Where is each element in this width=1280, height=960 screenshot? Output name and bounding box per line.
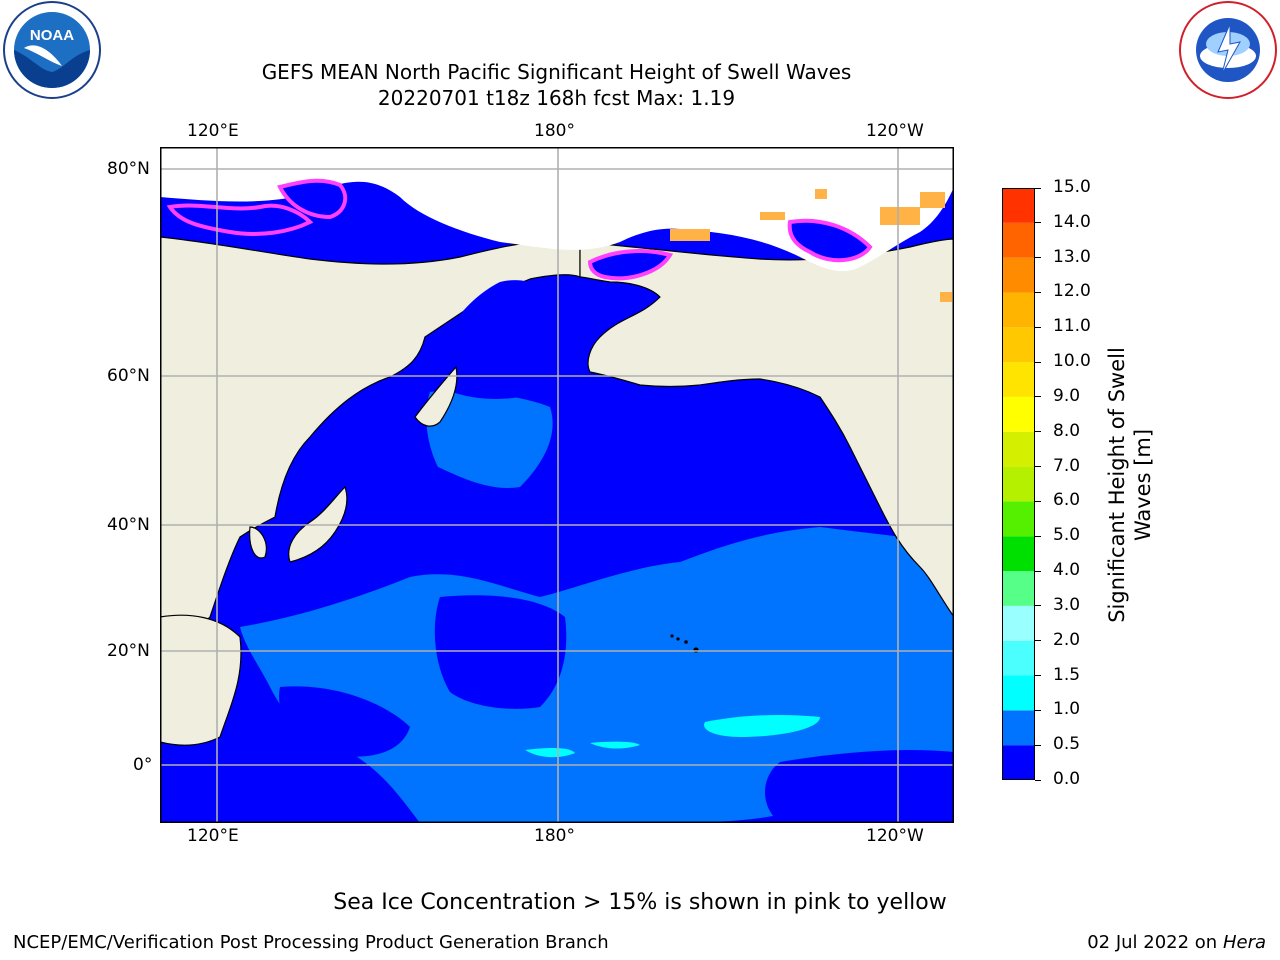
- colorbar-segment: [1002, 327, 1035, 363]
- colorbar-tick-mark: [1035, 779, 1041, 781]
- colorbar-tick-mark: [1035, 326, 1041, 328]
- colorbar: [1002, 188, 1035, 780]
- colorbar-segment: [1002, 257, 1035, 293]
- colorbar-tick-mark: [1035, 187, 1041, 189]
- lat-tick-60n: 60°N: [107, 366, 150, 386]
- colorbar-tick-label: 3.0: [1053, 594, 1081, 615]
- lat-tick-40n: 40°N: [107, 515, 150, 535]
- colorbar-tick-label: 12.0: [1053, 281, 1091, 302]
- colorbar-segment: [1002, 536, 1035, 572]
- colorbar-tick-mark: [1035, 222, 1041, 224]
- colorbar-segment: [1002, 571, 1035, 606]
- swell-0.5-1.0-region: [240, 390, 954, 823]
- colorbar-tick-label: 0.0: [1053, 769, 1081, 789]
- colorbar-segment: [1002, 362, 1035, 397]
- colorbar-segment: [1002, 292, 1035, 328]
- colorbar-tick-mark: [1035, 466, 1041, 468]
- land-asia: [159, 236, 581, 746]
- colorbar-segment: [1002, 188, 1035, 223]
- colorbar-tick-mark: [1035, 291, 1041, 293]
- colorbar-tick-label: 10.0: [1053, 351, 1091, 372]
- graticule: [160, 147, 954, 823]
- chart-title: GEFS MEAN North Pacific Significant Heig…: [261, 60, 852, 84]
- map-frame: [160, 147, 954, 823]
- colorbar-tick-label: 1.5: [1053, 664, 1081, 685]
- chart-subtitle: 20220701 t18z 168h fcst Max: 1.19: [377, 86, 736, 110]
- colorbar-tick-mark: [1035, 257, 1041, 259]
- colorbar-tick-label: 11.0: [1053, 316, 1091, 337]
- colorbar-tick-mark: [1035, 500, 1041, 502]
- bottom-lon-tick-180: 180°: [534, 826, 575, 846]
- lat-tick-80n: 80°N: [107, 159, 150, 179]
- colorbar-segment: [1002, 431, 1035, 467]
- colorbar-segment: [1002, 675, 1035, 711]
- colorbar-tick-label: 15.0: [1053, 177, 1091, 197]
- colorbar-segment: [1002, 466, 1035, 502]
- sea-ice-note: Sea Ice Concentration > 15% is shown in …: [333, 890, 947, 915]
- colorbar-tick-label: 14.0: [1053, 211, 1091, 232]
- colorbar-tick-mark: [1035, 431, 1041, 433]
- colorbar-segment: [1002, 745, 1035, 780]
- land-siberia-kamchatka: [414, 280, 567, 427]
- colorbar-tick-label: 4.0: [1053, 560, 1081, 581]
- colorbar-segment: [1002, 222, 1035, 258]
- land-north-america: [579, 238, 955, 619]
- colorbar-tick-mark: [1035, 570, 1041, 572]
- top-lon-tick-120w: 120°W: [866, 121, 924, 141]
- colorbar-segment: [1002, 605, 1035, 641]
- colorbar-segment: [1002, 396, 1035, 432]
- colorbar-tick-label: 1.0: [1053, 699, 1081, 720]
- footer-date: 02 Jul 2022 on Hera: [1087, 932, 1266, 953]
- top-lon-tick-180: 180°: [534, 121, 575, 141]
- colorbar-segment: [1002, 501, 1035, 537]
- colorbar-tick-mark: [1035, 709, 1041, 711]
- colorbar-tick-mark: [1035, 361, 1041, 363]
- colorbar-tick-label: 13.0: [1053, 246, 1091, 267]
- colorbar-frame: [1002, 188, 1035, 780]
- lat-tick-20n: 20°N: [107, 641, 150, 661]
- top-lon-tick-120e: 120°E: [187, 121, 239, 141]
- arctic-sea-ice: [160, 147, 954, 302]
- colorbar-tick-mark: [1035, 675, 1041, 677]
- bottom-lon-tick-120w: 120°W: [866, 826, 924, 846]
- colorbar-tick-mark: [1035, 396, 1041, 398]
- bottom-lon-tick-120e: 120°E: [187, 826, 239, 846]
- footer-credit: NCEP/EMC/Verification Post Processing Pr…: [13, 932, 609, 953]
- colorbar-segment: [1002, 640, 1035, 676]
- noaa-logo: NOAA: [2, 0, 102, 100]
- lat-tick-0: 0°: [133, 755, 153, 775]
- colorbar-tick-label: 7.0: [1053, 455, 1081, 476]
- colorbar-tick-mark: [1035, 605, 1041, 607]
- colorbar-label: Significant Height of Swell Waves [m]: [1105, 347, 1155, 623]
- svg-text:NOAA: NOAA: [30, 27, 74, 44]
- nws-logo: [1178, 0, 1278, 100]
- colorbar-segment: [1002, 710, 1035, 746]
- colorbar-tick-label: 6.0: [1053, 490, 1081, 511]
- colorbar-tick-label: 9.0: [1053, 385, 1081, 406]
- colorbar-tick-mark: [1035, 535, 1041, 537]
- map-plot: [159, 147, 955, 823]
- colorbar-tick-label: 8.0: [1053, 420, 1081, 441]
- colorbar-tick-label: 2.0: [1053, 629, 1081, 650]
- colorbar-tick-label: 5.0: [1053, 525, 1081, 546]
- colorbar-tick-mark: [1035, 640, 1041, 642]
- swell-1.0-1.5-region: [525, 714, 820, 758]
- colorbar-tick-mark: [1035, 744, 1041, 746]
- colorbar-tick-label: 0.5: [1053, 734, 1081, 755]
